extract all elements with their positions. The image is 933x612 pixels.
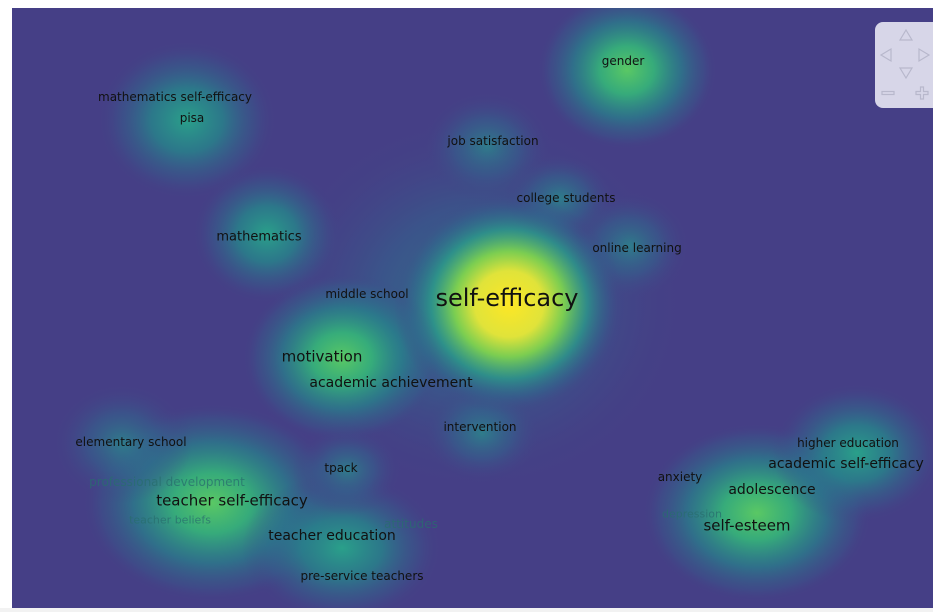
blob-math-se	[97, 40, 277, 200]
keyword-academic-self-efficacy[interactable]: academic self-efficacy	[768, 456, 924, 472]
keyword-intervention[interactable]: intervention	[443, 420, 517, 434]
keyword-pisa[interactable]: pisa	[179, 111, 205, 125]
keyword-higher-education[interactable]: higher education	[797, 436, 899, 450]
keyword-teacher-education[interactable]: teacher education	[268, 528, 396, 544]
map-navigation-widget	[875, 22, 933, 108]
minus-icon	[881, 90, 895, 96]
keyword-job-satisfaction[interactable]: job satisfaction	[447, 134, 539, 148]
triangle-right-icon	[918, 47, 931, 63]
bottom-border	[0, 608, 933, 612]
triangle-down-icon	[898, 67, 914, 80]
keyword-attitudes[interactable]: attitudes	[384, 517, 438, 531]
keyword-motivation[interactable]: motivation	[281, 347, 363, 366]
keyword-mathematics[interactable]: mathematics	[216, 229, 302, 245]
left-gutter	[0, 0, 12, 612]
pan-down-button[interactable]	[897, 64, 915, 82]
keyword-pre-service-teachers[interactable]: pre-service teachers	[300, 569, 424, 583]
blob-tpack	[292, 425, 402, 515]
density-heatmap	[12, 8, 933, 610]
keyword-mathematics-self-efficacy[interactable]: mathematics self-efficacy	[98, 90, 252, 104]
pan-up-button[interactable]	[897, 26, 915, 44]
blob-motivation	[242, 273, 442, 443]
keyword-gender[interactable]: gender	[601, 54, 645, 68]
keyword-middle-school[interactable]: middle school	[325, 287, 409, 301]
density-map-viewport[interactable]: self-efficacy gender mathematics self-ef…	[12, 8, 933, 610]
plus-icon	[915, 86, 929, 100]
keyword-tpack[interactable]: tpack	[324, 461, 358, 475]
keyword-teacher-beliefs[interactable]: teacher beliefs	[129, 513, 211, 527]
blob-mathematics	[192, 164, 342, 304]
pan-left-button[interactable]	[877, 46, 895, 64]
keyword-elementary-school[interactable]: elementary school	[75, 435, 187, 449]
pan-right-button[interactable]	[915, 46, 933, 64]
keyword-professional-development[interactable]: professional development	[89, 475, 245, 489]
blob-teacher-edu	[242, 473, 442, 610]
keyword-anxiety[interactable]: anxiety	[657, 470, 703, 484]
blob-academic-se	[772, 383, 933, 523]
keyword-depression[interactable]: depression	[661, 507, 723, 521]
blob-elementary	[52, 383, 192, 503]
blob-self-efficacy	[394, 194, 624, 414]
keyword-adolescence[interactable]: adolescence	[728, 482, 816, 498]
zoom-out-button[interactable]	[879, 84, 897, 102]
blob-gender	[537, 8, 717, 150]
zoom-in-button[interactable]	[913, 84, 931, 102]
triangle-up-icon	[898, 28, 914, 41]
keyword-self-esteem[interactable]: self-esteem	[703, 516, 791, 535]
keyword-teacher-self-efficacy[interactable]: teacher self-efficacy	[156, 491, 308, 510]
keyword-academic-achievement[interactable]: academic achievement	[309, 375, 473, 391]
keyword-self-efficacy[interactable]: self-efficacy	[435, 284, 579, 312]
keyword-college-students[interactable]: college students	[516, 191, 616, 205]
triangle-left-icon	[879, 47, 892, 63]
keyword-online-learning[interactable]: online learning	[592, 241, 682, 255]
